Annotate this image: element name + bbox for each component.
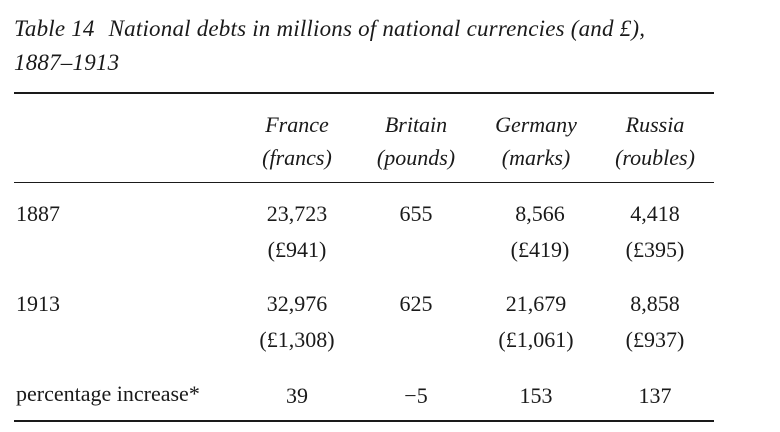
cell-1887-russia: 4,418 (£395) bbox=[626, 196, 685, 268]
column-header-germany: Germany (marks) bbox=[495, 108, 577, 174]
bottom-rule bbox=[14, 420, 714, 422]
cell-pct-germany: 153 bbox=[520, 378, 553, 414]
cell-1913-russia: 8,858 (£937) bbox=[626, 286, 685, 358]
table-title-line2: 1887–1913 bbox=[14, 50, 120, 75]
row-label-1887: 1887 bbox=[16, 201, 60, 226]
column-unit: (francs) bbox=[262, 145, 332, 170]
cell-sterling: (£937) bbox=[625, 327, 685, 352]
cell-value: 625 bbox=[399, 291, 433, 316]
cell-1887-britain: 655 bbox=[400, 196, 433, 232]
column-header-france: France (francs) bbox=[262, 108, 332, 174]
cell-sterling: (£941) bbox=[267, 237, 327, 262]
column-name: Germany bbox=[495, 112, 577, 137]
cell-1887-france: 23,723 (£941) bbox=[267, 196, 328, 268]
column-unit: (pounds) bbox=[376, 145, 456, 170]
cell-1887-germany: 8,566 (£419) bbox=[511, 196, 570, 268]
cell-pct-russia: 137 bbox=[639, 378, 672, 414]
column-name: Russia bbox=[625, 112, 685, 137]
cell-sterling: (£1,061) bbox=[498, 327, 574, 352]
cell-value: 137 bbox=[638, 383, 672, 408]
cell-value: 8,566 bbox=[515, 201, 565, 226]
column-header-russia: Russia (roubles) bbox=[615, 108, 695, 174]
cell-value: 153 bbox=[519, 383, 553, 408]
row-label-1913: 1913 bbox=[16, 291, 60, 316]
cell-value: 39 bbox=[286, 383, 308, 408]
cell-value: 655 bbox=[399, 201, 433, 226]
table-number: Table 14 bbox=[14, 16, 95, 41]
cell-1913-britain: 625 bbox=[400, 286, 433, 322]
cell-value: 8,858 bbox=[630, 291, 680, 316]
column-name: Britain bbox=[384, 112, 448, 137]
cell-value: −5 bbox=[404, 383, 428, 408]
table-caption: Table 14 National debts in millions of na… bbox=[14, 12, 764, 80]
cell-sterling: (£419) bbox=[510, 237, 570, 262]
cell-value: 4,418 bbox=[630, 201, 680, 226]
cell-1913-france: 32,976 (£1,308) bbox=[259, 286, 334, 358]
column-unit: (roubles) bbox=[615, 145, 695, 170]
column-header-britain: Britain (pounds) bbox=[377, 108, 455, 174]
column-unit: (marks) bbox=[501, 145, 571, 170]
cell-1913-germany: 21,679 (£1,061) bbox=[498, 286, 573, 358]
cell-value: 21,679 bbox=[505, 291, 567, 316]
cell-pct-france: 39 bbox=[286, 378, 308, 414]
cell-value: 32,976 bbox=[266, 291, 328, 316]
table-title-line1: National debts in millions of national c… bbox=[108, 16, 646, 41]
cell-pct-britain: −5 bbox=[404, 378, 427, 414]
header-rule bbox=[14, 182, 714, 183]
cell-value: 23,723 bbox=[266, 201, 328, 226]
row-label-percentage-increase: percentage increase* bbox=[16, 381, 200, 406]
cell-sterling: (£395) bbox=[625, 237, 685, 262]
column-name: France bbox=[265, 112, 329, 137]
cell-sterling: (£1,308) bbox=[259, 327, 335, 352]
top-rule bbox=[14, 92, 714, 94]
